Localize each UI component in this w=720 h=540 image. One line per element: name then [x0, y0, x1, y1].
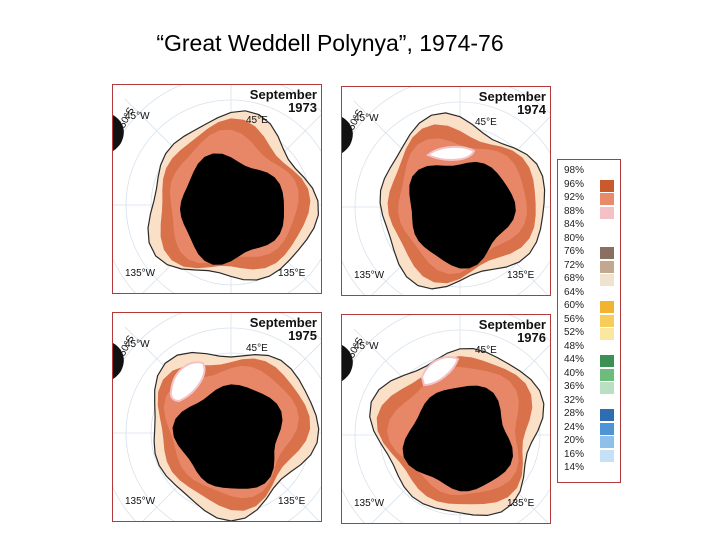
legend-swatch: [600, 382, 614, 394]
panel-year: 1973: [288, 100, 317, 115]
legend-label: 56%: [564, 313, 585, 325]
label-135e: 135°E: [507, 498, 535, 509]
legend-label: 92%: [564, 192, 585, 203]
label-135e: 135°E: [507, 270, 535, 281]
panel-year: 1975: [288, 328, 317, 343]
polar-map: [113, 85, 321, 293]
legend-label: 76%: [564, 246, 585, 257]
legend-label: 24%: [564, 421, 585, 433]
legend-swatch: [600, 368, 614, 381]
legend-label: 14%: [564, 462, 585, 473]
legend-label: 88%: [564, 205, 585, 217]
label-45e: 45°E: [475, 345, 497, 356]
antarctica-landmass: [409, 161, 516, 269]
legend-label: 44%: [564, 354, 585, 365]
panel-month: September: [478, 89, 546, 104]
legend-label: 98%: [564, 165, 585, 176]
legend-label: 28%: [564, 408, 585, 419]
sea-ice-map-1973: September 1973 45°W 45°E 50°S 135°W 135°…: [112, 84, 322, 294]
legend-swatch: [600, 260, 614, 273]
antarctica-landmass: [172, 384, 283, 489]
panel-year: 1976: [517, 330, 546, 345]
legend-swatch: [600, 274, 614, 286]
label-135w: 135°W: [125, 496, 156, 507]
legend-label: 32%: [564, 394, 585, 406]
sea-ice-map-1974: September 1974 45°W 45°E 50°S 135°W 135°…: [341, 86, 551, 296]
panel-month: September: [249, 315, 317, 330]
south-america-tip: [342, 117, 353, 153]
legend-swatch: [600, 247, 614, 259]
polar-map: [342, 87, 550, 295]
label-45e: 45°E: [246, 343, 268, 354]
panel-month: September: [249, 87, 317, 102]
label-45w: 45°W: [125, 339, 150, 350]
polar-map: [342, 315, 550, 523]
south-america-tip: [342, 345, 353, 381]
label-135e: 135°E: [278, 496, 306, 507]
legend-swatch: [600, 328, 614, 340]
label-45e: 45°E: [246, 115, 268, 126]
south-america-tip: [113, 115, 124, 151]
legend-swatch: [600, 301, 614, 313]
legend-label: 64%: [564, 286, 585, 298]
legend-label: 40%: [564, 367, 585, 379]
legend-label: 96%: [564, 178, 585, 190]
label-45e: 45°E: [475, 117, 497, 128]
label-135w: 135°W: [125, 268, 156, 279]
page-title: “Great Weddell Polynya”, 1974-76: [156, 30, 504, 56]
concentration-legend: 98% 96% 92% 88% 84% 80% 76% 72% 68% 64% 60% 56% 52% 4…: [557, 159, 621, 483]
legend-swatch: [600, 314, 614, 327]
label-135e: 135°E: [278, 268, 306, 279]
legend-swatch: [600, 436, 614, 448]
legend-swatch: [600, 206, 614, 219]
label-135w: 135°W: [354, 270, 385, 281]
legend-label: 20%: [564, 435, 585, 446]
label-45w: 45°W: [125, 111, 150, 122]
legend-label: 72%: [564, 259, 585, 271]
sea-ice-map-1976: September 1976 45°W 45°E 50°S 135°W 135°…: [341, 314, 551, 524]
legend-swatch: [600, 409, 614, 421]
legend-label: 60%: [564, 300, 585, 311]
south-america-tip: [113, 343, 124, 379]
legend-label: 16%: [564, 448, 585, 460]
legend-swatch: [600, 449, 614, 462]
label-45w: 45°W: [354, 113, 379, 124]
label-135w: 135°W: [354, 498, 385, 509]
sea-ice-map-1975: September 1975 45°W 45°E 50°S 135°W 135°…: [112, 312, 322, 522]
label-45w: 45°W: [354, 341, 379, 352]
antarctica-landmass: [180, 153, 284, 265]
legend-label: 36%: [564, 381, 585, 392]
panel-year: 1974: [517, 102, 546, 117]
legend-swatch: [600, 179, 614, 192]
legend-label: 52%: [564, 327, 585, 338]
legend-swatch: [600, 422, 614, 435]
legend-label: 84%: [564, 219, 585, 230]
polar-map: [113, 313, 321, 521]
legend-swatch: [600, 193, 614, 205]
antarctica-landmass: [402, 385, 513, 492]
legend-swatch: [600, 355, 614, 367]
legend-label: 48%: [564, 340, 585, 352]
panel-month: September: [478, 317, 546, 332]
legend-label: 80%: [564, 232, 585, 244]
legend-label: 68%: [564, 273, 585, 284]
